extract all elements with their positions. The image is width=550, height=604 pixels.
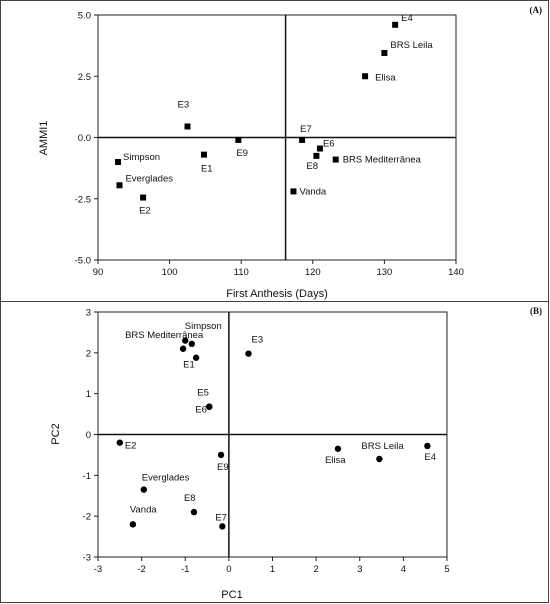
data-point-b [192,354,200,361]
x-tick-label-a: 140 [448,267,464,278]
data-point-b [219,523,226,530]
point-label-b: E1 [183,360,195,371]
y-tick-label-b: -2 [83,512,91,523]
y-tick-label-b: 3 [86,308,91,319]
point-label-a: Simpson [123,152,160,163]
point-label-a: Elisa [375,72,396,83]
y-axis-title-a: AMMI1 [38,121,50,156]
data-point-b [188,340,195,348]
y-tick-label-a: 0.0 [78,133,91,144]
data-point-b [376,455,383,463]
y-tick-label-b: 2 [86,348,91,359]
point-label-a: E3 [178,99,190,110]
y-tick-label-b: -3 [83,553,91,564]
point-label-b: E3 [252,335,264,346]
x-tick-label-a: 100 [162,267,178,278]
x-tick-label-b: 4 [401,564,406,575]
point-label-a: E6 [323,139,335,150]
x-tick-label-a: 110 [234,267,249,278]
data-point-a [381,49,388,56]
point-label-a: E1 [201,164,213,175]
data-point-a [235,136,242,143]
y-tick-label-b: 1 [86,389,91,400]
data-point-b [116,439,124,446]
data-point-a [392,21,399,28]
x-tick-label-a: 120 [305,267,321,278]
data-point-a [116,182,123,189]
x-tick-label-a: 130 [376,267,392,278]
y-tick-label-a: -2.5 [75,194,91,205]
data-point-a [115,159,122,165]
point-label-b: Everglades [142,473,190,484]
x-tick-label-b: 3 [357,564,362,575]
x-tick-label-b: 1 [270,564,275,575]
data-point-a [316,145,323,152]
data-point-b [424,442,431,450]
x-tick-label-b: -1 [181,564,189,575]
data-point-a [140,194,147,201]
point-label-a: BRS Leila [390,40,433,51]
panel-tag-a: (A) [530,5,543,15]
x-tick-label-b: -3 [94,564,102,575]
y-tick-label-a: 2.5 [78,72,91,83]
x-tick-label-a: 90 [93,267,104,278]
data-point-b [190,508,198,516]
point-label-b: Vanda [130,504,157,515]
point-label-b: E4 [424,452,436,463]
point-label-b: E2 [125,441,137,452]
y-tick-label-a: -5.0 [75,256,91,267]
x-tick-label-b: 0 [226,564,231,575]
point-label-a: E8 [306,161,318,172]
point-label-a: E7 [300,124,312,135]
point-label-a: Vanda [299,186,326,197]
point-label-a: E4 [401,13,413,24]
x-tick-label-b: 2 [313,564,318,575]
chart-b-svg: -3 -2 -1 0 1 2 3 4 5-3-2-10123PC1PC2(B)SimpsonBR… [50,306,542,601]
data-point-b [334,445,342,452]
data-point-b [245,350,252,357]
point-label-b: E8 [184,493,196,504]
data-point-b [179,345,187,352]
point-label-b: E5 [197,388,209,399]
x-axis-title-b: PC1 [221,589,242,601]
point-label-a: E9 [236,148,248,159]
data-point-a [313,152,320,159]
point-label-a: E2 [139,206,151,217]
point-label-b: Elisa [325,455,346,466]
y-tick-label-a: 5.0 [78,11,91,22]
x-tick-label-b: 5 [444,564,449,575]
point-label-b: BRS Mediterrânea [125,330,204,341]
data-point-a [332,156,339,163]
data-point-b [206,403,213,410]
point-label-b: E9 [217,462,229,473]
x-axis-title-a: First Anthesis (Days) [226,288,327,300]
data-point-a [184,123,191,130]
point-label-b: BRS Leila [361,441,404,452]
point-label-b: E7 [215,512,227,523]
data-point-a [290,188,297,195]
panel-a: 90 100 110 120 130 140 -5.0 -2.5 0.0 2.5 5.0 First … [0,0,549,302]
point-label-a: BRS Mediterrânea [343,155,422,166]
data-point-a [299,136,306,143]
x-tick-label-b: -2 [137,564,145,575]
data-point-b [217,451,225,459]
data-point-b [140,486,148,493]
panel-tag-b: (B) [530,306,542,316]
y-tick-label-b: -1 [83,471,91,482]
y-axis-title-b: PC2 [50,423,62,444]
point-label-b: E6 [195,405,207,416]
panel-b: -3 -2 -1 0 1 2 3 4 5 -3 -2 -1 0 1 2 3 PC1 PC2 (B) Simpson BR… [0,301,549,603]
point-label-a: Everglades [125,173,173,184]
data-point-b [182,337,189,344]
point-label-b: Simpson [185,321,222,332]
y-tick-label-b: 0 [86,430,91,441]
data-point-b [129,521,137,528]
data-point-a [362,73,369,80]
chart-a-svg: 90 100 110 120 130 140 -5.0 -2.5 0.0 2.5 5.0 First … [38,5,543,300]
data-point-a [200,151,207,158]
